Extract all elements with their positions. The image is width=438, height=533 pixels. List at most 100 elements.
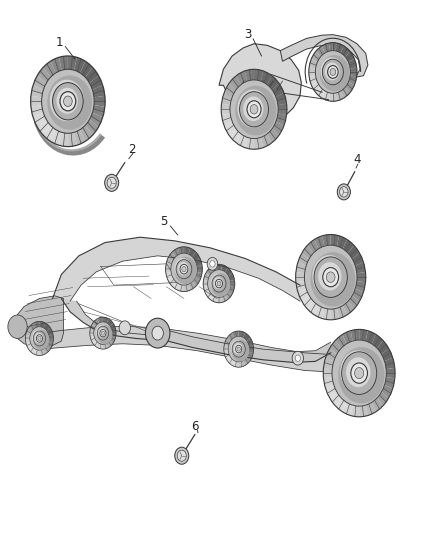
Wedge shape — [208, 268, 213, 274]
Wedge shape — [235, 361, 239, 367]
Wedge shape — [232, 332, 237, 337]
Circle shape — [98, 328, 106, 337]
Wedge shape — [109, 340, 113, 345]
Wedge shape — [309, 75, 316, 81]
Wedge shape — [112, 333, 116, 337]
Wedge shape — [229, 128, 238, 140]
Circle shape — [325, 62, 339, 80]
Wedge shape — [27, 328, 32, 333]
Wedge shape — [241, 332, 245, 337]
Wedge shape — [25, 338, 30, 342]
Circle shape — [340, 350, 375, 393]
Wedge shape — [97, 318, 101, 323]
Wedge shape — [206, 270, 211, 276]
Circle shape — [247, 101, 261, 118]
Circle shape — [145, 318, 170, 348]
Text: 6: 6 — [191, 420, 199, 433]
Wedge shape — [332, 341, 341, 351]
Wedge shape — [254, 69, 259, 80]
Wedge shape — [230, 284, 235, 287]
Wedge shape — [32, 85, 43, 94]
Wedge shape — [377, 395, 386, 406]
Wedge shape — [374, 398, 383, 409]
Wedge shape — [85, 67, 96, 80]
Wedge shape — [274, 122, 284, 131]
Text: 1: 1 — [55, 36, 63, 49]
Wedge shape — [192, 252, 198, 259]
Wedge shape — [111, 326, 116, 330]
Wedge shape — [349, 78, 356, 85]
Wedge shape — [270, 79, 279, 90]
Circle shape — [322, 59, 343, 85]
Wedge shape — [166, 272, 172, 277]
Circle shape — [211, 273, 230, 297]
Wedge shape — [267, 76, 276, 87]
Circle shape — [320, 55, 350, 92]
Wedge shape — [333, 93, 337, 101]
Wedge shape — [348, 298, 357, 309]
Wedge shape — [334, 235, 339, 246]
Wedge shape — [296, 281, 305, 287]
Wedge shape — [229, 273, 233, 278]
Wedge shape — [225, 293, 230, 300]
Wedge shape — [350, 295, 360, 305]
Wedge shape — [254, 138, 259, 149]
Wedge shape — [25, 335, 30, 338]
Wedge shape — [326, 309, 331, 320]
Wedge shape — [175, 248, 180, 255]
Wedge shape — [42, 349, 46, 355]
Wedge shape — [83, 64, 92, 77]
Wedge shape — [226, 83, 236, 93]
Wedge shape — [186, 247, 190, 254]
Wedge shape — [230, 359, 234, 366]
Circle shape — [8, 315, 27, 338]
Wedge shape — [243, 333, 248, 339]
Wedge shape — [91, 80, 102, 90]
Circle shape — [332, 340, 386, 406]
Wedge shape — [352, 292, 362, 301]
Wedge shape — [350, 63, 357, 69]
Wedge shape — [80, 127, 89, 141]
Wedge shape — [296, 277, 304, 282]
Wedge shape — [350, 72, 357, 77]
Wedge shape — [31, 101, 42, 107]
Wedge shape — [362, 330, 368, 341]
Wedge shape — [314, 237, 321, 249]
Wedge shape — [247, 354, 252, 360]
Wedge shape — [221, 109, 230, 115]
Wedge shape — [88, 71, 99, 83]
Wedge shape — [109, 321, 113, 326]
Wedge shape — [181, 247, 184, 253]
Wedge shape — [240, 71, 247, 83]
Circle shape — [230, 80, 278, 139]
Circle shape — [178, 262, 189, 276]
Wedge shape — [327, 348, 337, 358]
Wedge shape — [235, 331, 239, 337]
Wedge shape — [372, 400, 380, 412]
Circle shape — [213, 277, 223, 289]
Wedge shape — [107, 342, 111, 348]
Wedge shape — [223, 117, 232, 126]
Wedge shape — [47, 61, 56, 75]
Wedge shape — [204, 276, 208, 281]
Wedge shape — [77, 130, 85, 143]
Circle shape — [30, 327, 49, 350]
Circle shape — [211, 274, 225, 292]
Wedge shape — [39, 350, 42, 356]
Wedge shape — [224, 87, 234, 97]
Wedge shape — [330, 344, 339, 354]
Wedge shape — [233, 76, 241, 87]
Wedge shape — [309, 63, 316, 69]
Wedge shape — [245, 335, 251, 341]
Circle shape — [355, 368, 364, 378]
Wedge shape — [381, 389, 391, 398]
Circle shape — [318, 262, 342, 290]
Wedge shape — [345, 85, 352, 93]
Wedge shape — [239, 331, 242, 337]
Wedge shape — [227, 291, 232, 297]
Wedge shape — [230, 280, 235, 284]
Circle shape — [228, 336, 249, 362]
Wedge shape — [205, 289, 209, 294]
Wedge shape — [229, 289, 233, 294]
Wedge shape — [100, 317, 103, 322]
